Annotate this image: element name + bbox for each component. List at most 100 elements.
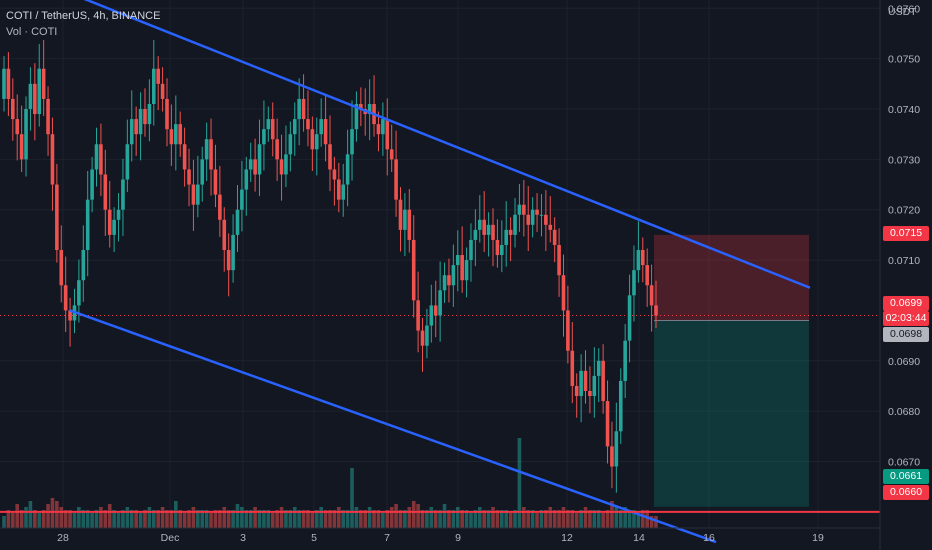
time-axis-label: Dec	[161, 532, 180, 544]
volume-bar	[491, 507, 495, 528]
volume-bar	[59, 507, 64, 528]
volume-bar	[204, 510, 209, 528]
volume-bar	[359, 510, 363, 528]
volume-bar	[645, 510, 649, 528]
volume-bar	[592, 510, 597, 528]
candle-body	[323, 119, 328, 145]
candle-body	[15, 119, 20, 135]
volume-bar	[640, 510, 645, 528]
channel-lower-line	[69, 309, 717, 544]
time-axis-label: 28	[57, 532, 69, 544]
volume-bar	[504, 510, 509, 528]
volume-bar	[385, 510, 390, 528]
symbol-title[interactable]: COTI / TetherUS, 4h, BINANCE	[6, 10, 161, 22]
volume-bar	[182, 513, 187, 528]
volume-bar	[306, 510, 310, 528]
candle-body	[81, 250, 86, 281]
volume-bar	[460, 510, 464, 528]
volume-bar	[354, 507, 359, 528]
candle-body	[354, 103, 359, 130]
volume-bar	[455, 507, 460, 528]
candle-body	[548, 224, 553, 230]
candle-body	[636, 250, 641, 271]
volume-bar	[284, 510, 288, 528]
candle-body	[218, 194, 222, 220]
volume-bar	[345, 510, 350, 528]
volume-bar	[77, 507, 81, 528]
volume-bar	[6, 510, 11, 528]
candle-body	[306, 119, 310, 130]
volume-bar	[147, 507, 152, 528]
candle-body	[55, 184, 59, 251]
volume-bar	[292, 507, 297, 528]
candle-body	[143, 109, 147, 125]
candle-body	[37, 68, 42, 115]
volume-bar	[500, 510, 504, 528]
volume-bar	[151, 510, 156, 528]
volume-bar	[566, 510, 570, 528]
volume-bar	[121, 510, 125, 528]
candle-body	[151, 68, 156, 104]
price-axis-label: 0.0670	[888, 457, 920, 469]
candle-body	[411, 239, 416, 301]
candle-body	[381, 119, 385, 135]
volume-indicator-label[interactable]: Vol · COTI	[6, 26, 58, 38]
candle-body	[138, 109, 143, 135]
volume-bar	[623, 507, 627, 528]
volume-bar	[649, 516, 654, 528]
candles	[2, 40, 658, 493]
price-axis-label: 0.0720	[888, 205, 920, 217]
candle-body	[654, 305, 658, 316]
price-tag-support: 0.0660	[883, 485, 929, 500]
volume-bar	[15, 504, 20, 528]
volume-bar	[350, 468, 354, 528]
volume-bar	[522, 507, 526, 528]
candle-body	[116, 209, 121, 220]
candle-body	[165, 98, 169, 130]
candle-body	[226, 250, 231, 271]
volume-bar	[156, 510, 160, 528]
candle-body	[253, 159, 257, 175]
volume-bar	[654, 516, 658, 528]
candle-body	[19, 134, 24, 160]
volume-bar	[451, 510, 456, 528]
volume-bar	[495, 510, 500, 528]
volume-bar	[248, 510, 253, 528]
candle-body	[209, 139, 213, 170]
candle-body	[2, 68, 6, 99]
price-tag-entry: 0.0698	[883, 327, 929, 342]
volume-bar	[129, 510, 134, 528]
volume-bar	[33, 510, 37, 528]
volume-bar	[627, 510, 632, 528]
volume-bar	[429, 507, 434, 528]
volume-bar	[187, 510, 191, 528]
volume-bar	[257, 510, 262, 528]
volume-bar	[332, 510, 337, 528]
trend-lines[interactable]	[0, 0, 880, 544]
candle-body	[11, 98, 15, 120]
candle-body	[566, 310, 570, 351]
time-axis-label: 14	[633, 532, 645, 544]
candle-body	[328, 144, 332, 170]
candle-body	[279, 159, 284, 175]
candle-body	[77, 280, 81, 306]
volume-bar	[107, 504, 112, 528]
candle-body	[222, 219, 227, 251]
candle-body	[310, 129, 315, 150]
volume-bar	[420, 510, 425, 528]
volume-bar	[535, 513, 539, 528]
volume-bar	[310, 513, 315, 528]
volume-bar	[539, 510, 544, 528]
volume-bar	[447, 510, 451, 528]
volume-bar	[526, 510, 531, 528]
candle-body	[85, 199, 90, 251]
candle-body	[257, 144, 262, 175]
volume-bar	[72, 513, 77, 528]
candle-body	[574, 385, 579, 397]
volume-bar	[416, 504, 420, 528]
volume-bar	[218, 510, 222, 528]
candle-body	[442, 275, 447, 291]
candle-body	[337, 179, 341, 200]
candle-body	[107, 209, 112, 235]
